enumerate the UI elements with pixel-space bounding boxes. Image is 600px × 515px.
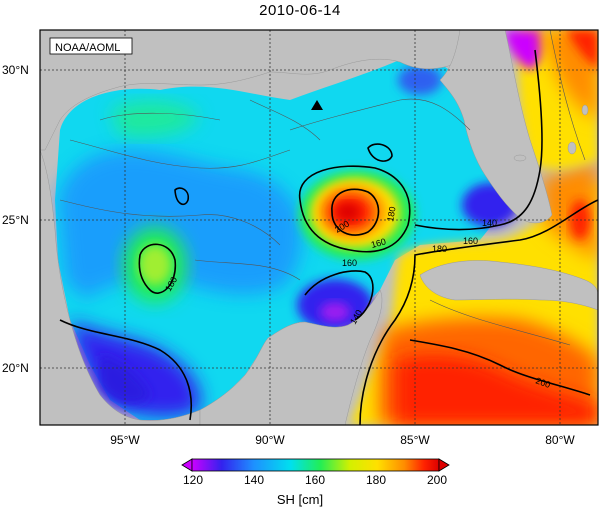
credit-box bbox=[49, 37, 133, 55]
colorbar bbox=[181, 458, 450, 472]
lat-label-30n: 30°N bbox=[2, 63, 29, 77]
lon-label-85w: 85°W bbox=[400, 433, 430, 447]
contour-label: 180 bbox=[432, 244, 447, 254]
contour-label: 180 bbox=[385, 206, 397, 223]
colorbar-tick-140: 140 bbox=[243, 473, 265, 487]
lat-label-20n: 20°N bbox=[2, 361, 29, 375]
lon-label-90w: 90°W bbox=[255, 433, 285, 447]
colorbar-low-arrow bbox=[181, 458, 193, 472]
colorbar-tick-160: 160 bbox=[304, 473, 326, 487]
colorbar-title: SH [cm] bbox=[276, 492, 324, 507]
lon-label-95w: 95°W bbox=[110, 433, 140, 447]
contour-label: 140 bbox=[482, 218, 497, 228]
sh-contours bbox=[59, 30, 598, 425]
map-title: 2010-06-14 bbox=[259, 2, 341, 19]
lon-label-80w: 80°W bbox=[545, 433, 575, 447]
colorbar-high-arrow bbox=[438, 458, 450, 472]
credit-label: NOAA/AOML bbox=[55, 42, 120, 54]
contour-label: 160 bbox=[342, 258, 357, 268]
lat-label-25n: 25°N bbox=[2, 213, 29, 227]
coastline bbox=[40, 30, 598, 425]
map-frame bbox=[39, 29, 599, 426]
sea-height-field bbox=[55, 30, 598, 425]
colorbar-gradient bbox=[191, 458, 440, 472]
station-triangle-marker bbox=[311, 100, 323, 110]
colorbar-tick-180: 180 bbox=[365, 473, 387, 487]
lat-lon-grid bbox=[40, 30, 598, 425]
contour-label: 160 bbox=[370, 236, 387, 250]
contour-label: 160 bbox=[463, 236, 478, 246]
colorbar-tick-120: 120 bbox=[182, 473, 204, 487]
contour-label: 200 bbox=[534, 375, 552, 390]
colorbar-tick-200: 200 bbox=[426, 473, 448, 487]
